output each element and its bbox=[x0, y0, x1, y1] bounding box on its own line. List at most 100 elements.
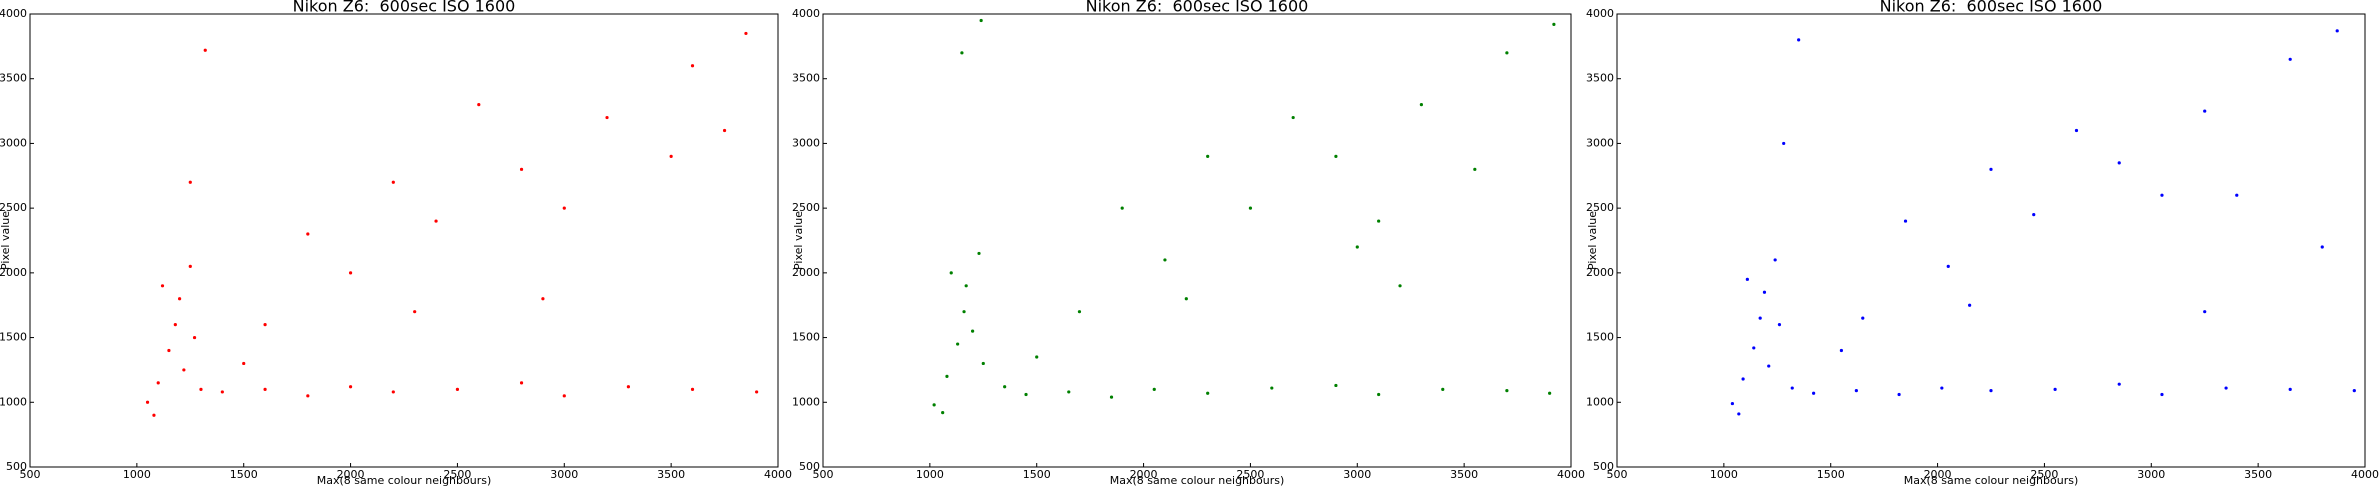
scatter-point bbox=[2160, 392, 2164, 397]
scatter-point bbox=[1903, 219, 1908, 223]
scatter-point bbox=[152, 413, 156, 417]
x-tick-label: 4000 bbox=[1557, 468, 1585, 481]
x-tick-label: 1000 bbox=[1710, 468, 1738, 481]
chart-title: Nikon Z6: 600sec ISO 1600 bbox=[293, 0, 516, 16]
scatter-point bbox=[2320, 245, 2324, 249]
x-tick-label: 4000 bbox=[764, 468, 792, 481]
scatter-point bbox=[306, 232, 310, 236]
scatter-point bbox=[391, 390, 395, 394]
y-tick-label: 2000 bbox=[1586, 266, 1614, 279]
scatter-point bbox=[1548, 391, 1552, 395]
y-tick-label: 1500 bbox=[0, 331, 27, 344]
scatter-point bbox=[1946, 264, 1950, 268]
scatter-point bbox=[2203, 310, 2207, 314]
scatter-point bbox=[242, 361, 246, 366]
scatter-point bbox=[2117, 161, 2121, 165]
x-tick-label: 2500 bbox=[443, 468, 471, 481]
scatter-point bbox=[2053, 387, 2057, 391]
scatter-point bbox=[434, 219, 438, 223]
scatter-point bbox=[1163, 258, 1167, 262]
scatter-point bbox=[2160, 193, 2164, 197]
scatter-point bbox=[519, 381, 524, 385]
scatter-point bbox=[690, 64, 695, 68]
scatter-point bbox=[2235, 193, 2239, 197]
scatter-point bbox=[2288, 387, 2292, 391]
scatter-point bbox=[979, 18, 983, 23]
x-tick-label: 2000 bbox=[1924, 468, 1952, 481]
scatter-point bbox=[945, 374, 949, 378]
x-tick-label: 500 bbox=[1607, 468, 1628, 481]
scatter-point bbox=[1334, 383, 1338, 388]
scatter-point bbox=[1024, 392, 1028, 397]
y-tick-label: 1000 bbox=[792, 395, 820, 408]
scatter-point bbox=[1782, 141, 1786, 146]
y-tick-label: 1500 bbox=[792, 331, 820, 344]
scatter-point bbox=[1861, 316, 1865, 320]
scatter-point bbox=[1767, 364, 1771, 368]
y-axis-title: Pixel value bbox=[792, 211, 805, 270]
scatter-point bbox=[1003, 385, 1007, 389]
scatter-point bbox=[1777, 323, 1782, 327]
scatter-point bbox=[971, 329, 975, 333]
scatter-point bbox=[1035, 355, 1039, 359]
scatter-point bbox=[413, 310, 417, 314]
scatter-point bbox=[541, 297, 545, 301]
scatter-point bbox=[1152, 387, 1156, 391]
scatter-point bbox=[2352, 389, 2356, 393]
x-tick-label: 3000 bbox=[2137, 468, 2165, 481]
chart-title: Nikon Z6: 600sec ISO 1600 bbox=[1086, 0, 1309, 16]
scatter-point bbox=[1377, 392, 1381, 397]
x-tick-label: 2500 bbox=[2030, 468, 2058, 481]
scatter-point bbox=[1505, 389, 1509, 393]
scatter-point bbox=[263, 323, 267, 327]
scatter-point bbox=[1737, 412, 1741, 416]
scatter-point bbox=[160, 284, 165, 288]
scatter-point bbox=[1120, 206, 1124, 210]
x-tick-label: 500 bbox=[813, 468, 834, 481]
x-tick-label: 3000 bbox=[1343, 468, 1371, 481]
scatter-point bbox=[1355, 245, 1359, 249]
scatter-point bbox=[962, 310, 966, 314]
scatter-point bbox=[1752, 346, 1756, 350]
x-tick-label: 3500 bbox=[2244, 468, 2272, 481]
scatter-point bbox=[981, 361, 985, 366]
y-axis-title: Pixel value bbox=[0, 211, 12, 270]
x-tick-label: 500 bbox=[20, 468, 41, 481]
y-axis-title: Pixel value bbox=[1586, 211, 1599, 270]
y-tick-label: 3000 bbox=[1586, 136, 1614, 149]
scatter-point bbox=[1797, 38, 1801, 42]
x-tick-label: 1000 bbox=[123, 468, 151, 481]
scatter-point bbox=[348, 385, 353, 389]
scatter-point bbox=[1839, 348, 1843, 353]
scatter-point bbox=[1968, 303, 1972, 307]
y-tick-label: 2500 bbox=[792, 201, 820, 214]
scatter-point bbox=[263, 387, 267, 391]
y-tick-label: 3500 bbox=[792, 72, 820, 85]
x-tick-label: 3500 bbox=[1450, 468, 1478, 481]
scatter-point bbox=[1989, 167, 1993, 171]
scatter-point bbox=[2032, 213, 2036, 217]
scatter-point bbox=[1441, 387, 1445, 391]
scatter-point bbox=[1552, 22, 1556, 26]
scatter-point bbox=[1897, 392, 1901, 397]
scatter-point bbox=[391, 180, 395, 184]
scatter-point bbox=[964, 284, 968, 288]
scatter-point bbox=[626, 385, 631, 389]
y-tick-label: 1000 bbox=[0, 395, 27, 408]
scatter-point bbox=[1745, 277, 1749, 281]
scatter-point bbox=[220, 390, 224, 394]
scatter-point bbox=[1758, 316, 1762, 320]
y-tick-label: 2000 bbox=[792, 266, 820, 279]
y-tick-label: 3000 bbox=[792, 136, 820, 149]
scatter-point bbox=[960, 51, 964, 55]
scatter-point bbox=[1248, 206, 1253, 210]
y-tick-label: 2500 bbox=[1586, 201, 1614, 214]
scatter-point bbox=[1398, 284, 1402, 288]
scatter-point bbox=[2335, 29, 2339, 33]
scatter-point bbox=[2117, 382, 2121, 386]
y-tick-label: 4000 bbox=[0, 7, 27, 20]
plot-frame bbox=[29, 13, 779, 468]
y-tick-label: 2500 bbox=[0, 201, 27, 214]
scatter-point bbox=[2288, 57, 2292, 61]
y-tick-label: 3500 bbox=[1586, 72, 1614, 85]
